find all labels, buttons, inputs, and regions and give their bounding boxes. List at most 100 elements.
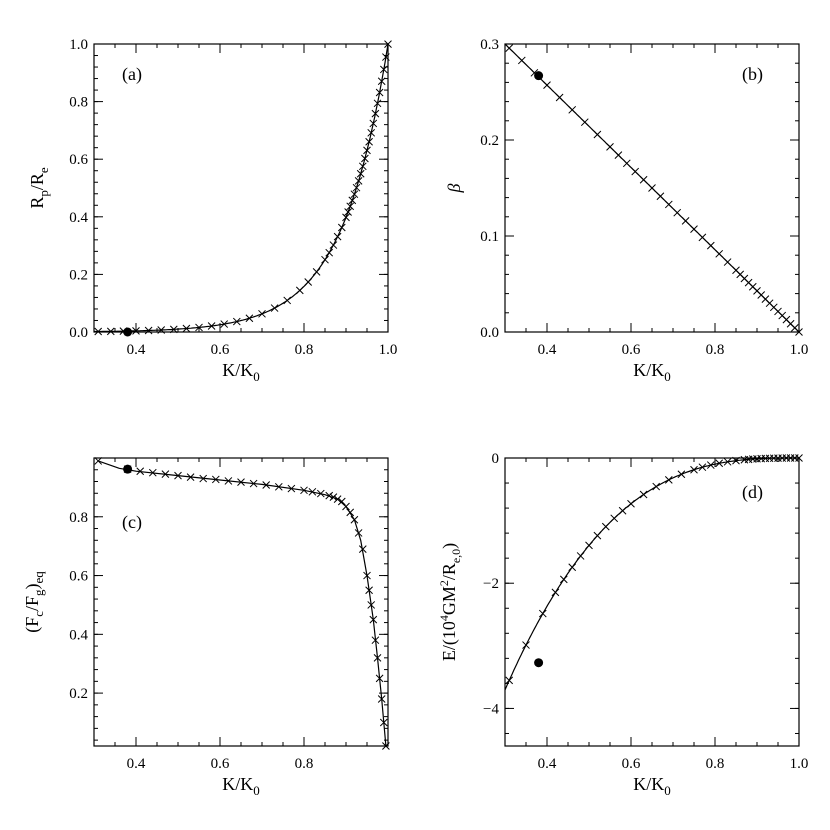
data-point [195,323,203,332]
x-tick-label: 1.0 [790,756,809,772]
data-point [677,470,686,479]
data-point [382,53,390,61]
y-tick-label: −2 [483,576,499,592]
data-point [344,208,352,216]
data-point [732,456,740,465]
data-point [648,184,656,192]
data-point [367,128,376,137]
data-point [249,479,258,488]
y-tick-label: 0.1 [480,229,499,245]
data-point [379,718,388,727]
data-point [321,255,329,264]
data-point [522,641,530,649]
series-line [98,460,387,747]
data-point [606,143,614,151]
data-point [377,695,386,703]
data-point [373,653,382,662]
data-point [656,192,665,201]
data-point [377,77,386,86]
panel-b-label: (b) [742,64,763,85]
data-point [610,514,619,523]
data-point [350,515,359,524]
data-point [631,167,640,176]
data-point [593,130,602,139]
data-point [354,529,363,537]
highlight-point [534,658,544,668]
data-point [258,309,266,318]
series-line [94,44,389,333]
y-tick-label: 0.4 [69,627,88,643]
data-point [382,742,390,750]
data-point [270,304,279,312]
data-point [94,327,103,336]
data-point [245,314,254,323]
data-point [681,217,690,225]
data-point [698,233,707,242]
panel-c: 0.4 0.6 0.8 0.2 0.4 0.6 0.8 (c) K/K0 (Fc/Fg)eq [22,457,390,798]
data-point [715,459,724,468]
data-point [232,317,241,326]
data-point [237,478,245,486]
panel-b-ylabel: β [444,183,464,193]
highlight-point [534,71,544,81]
data-point [639,490,648,499]
data-point [517,56,526,65]
y-tick-label: 0.0 [480,325,499,341]
data-point [543,81,551,89]
data-point [300,486,308,495]
panel-d-marks [504,454,803,691]
y-tick-label: 0.2 [69,267,88,283]
data-point [329,241,338,249]
data-point [329,493,338,501]
data-point [136,467,145,476]
data-point [795,454,803,462]
panel-a-xlabel: K/K0 [222,360,260,384]
panel-b-xlabel: K/K0 [633,360,671,384]
panel-a-frame [93,43,389,333]
x-tick-label: 0.8 [295,342,314,358]
data-point [723,258,732,266]
data-point [287,484,296,493]
data-point [551,588,560,597]
data-point [622,159,631,168]
panel-d-ylabel: E/(104GM2/Re,0) [437,543,463,661]
data-point [723,457,732,466]
panel-a: 0.4 0.6 0.8 1.00.00.20.40.60.81.0 (a) K/K0 … [27,37,397,384]
y-tick-label: 0.6 [69,152,88,168]
y-tick-label: −4 [483,701,499,717]
data-point [375,88,384,97]
data-point [295,286,304,295]
data-point [580,118,589,127]
data-point [356,169,365,178]
x-tick-label: 0.8 [706,342,725,358]
panel-d-label: (d) [742,482,763,503]
panel-c-ticks: 0.4 0.6 0.8 0.2 0.4 0.6 0.8 [69,457,389,772]
data-point [354,177,363,185]
data-point [795,328,803,336]
data-point [505,676,514,685]
data-point [224,477,233,485]
data-point [325,491,334,500]
data-point [342,213,350,222]
data-point [333,495,342,503]
data-point [348,196,357,205]
y-tick-label: 0.4 [69,210,88,226]
data-point [384,40,392,48]
data-point [346,508,355,517]
panel-c-frame [93,457,389,747]
data-point [371,636,380,645]
data-point [333,232,342,241]
x-tick-label: 1.0 [790,342,809,358]
y-tick-label: 0.8 [69,510,88,526]
data-point [365,137,373,146]
data-point [161,470,170,479]
x-tick-label: 0.6 [622,756,641,772]
data-point [673,208,682,217]
data-point [316,489,325,498]
data-point [652,482,661,491]
data-point [312,267,321,276]
data-point [373,99,382,108]
data-point [308,487,317,496]
data-point [639,175,648,184]
